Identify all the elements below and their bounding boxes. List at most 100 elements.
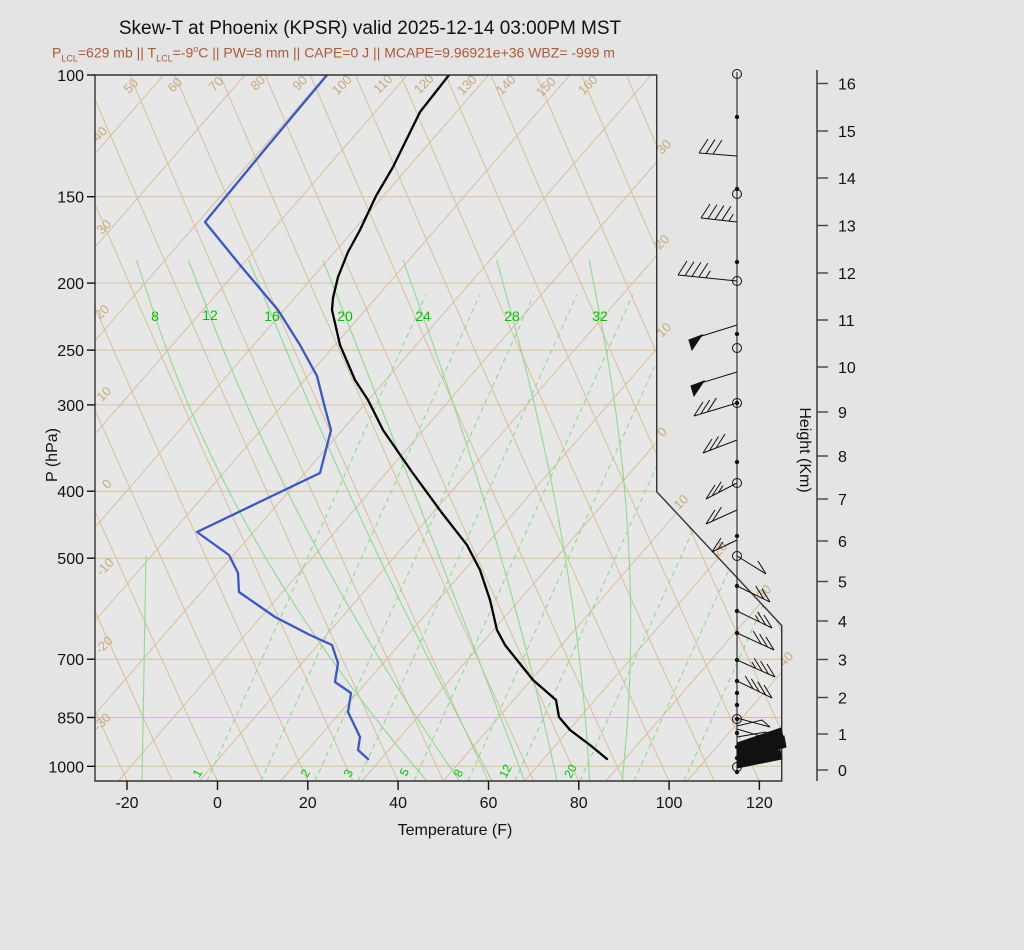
moist-adiabat-line — [588, 259, 632, 781]
dry-adiabat-line — [95, 75, 309, 781]
wind-barb — [736, 585, 771, 603]
temperature-tick-label: 60 — [480, 795, 498, 812]
wind-level-dot — [734, 331, 740, 337]
subtitle-fragment: o — [193, 44, 199, 54]
pressure-tick-label: 400 — [57, 484, 84, 501]
wind-level-dot — [734, 114, 740, 120]
chart-subtitle-parameters: PLCL=629 mb || TLCL=-9oC || PW=8 mm || C… — [52, 44, 812, 63]
mixing-ratio-line — [357, 294, 578, 781]
wind-barb — [705, 481, 738, 500]
wind-flag — [690, 379, 706, 398]
wind-level-dot — [734, 186, 740, 192]
height-tick-label: 8 — [838, 449, 847, 466]
height-tick-label: 3 — [838, 653, 847, 670]
wind-level-dot — [734, 533, 740, 539]
isotherm-line — [95, 75, 652, 781]
height-tick-label: 9 — [838, 405, 847, 422]
plot-area — [95, 75, 782, 781]
moist-adiabat-line — [496, 259, 591, 781]
dry-adiabat-line — [129, 75, 444, 781]
wind-level-dot — [734, 769, 740, 775]
grid-lines — [0, 75, 782, 781]
moist-adiabat-line — [402, 259, 558, 781]
height-tick-label: 16 — [838, 77, 856, 94]
pressure-axis-title: P (hPa) — [44, 428, 61, 482]
mixing-ratio-line — [206, 294, 427, 781]
dry-adiabat-line — [355, 75, 670, 781]
dry-adiabat-line — [0, 75, 82, 781]
isotherm-line — [95, 75, 408, 781]
wind-level-dot — [734, 702, 740, 708]
dry-adiabat-line — [95, 75, 218, 781]
dry-adiabat-line — [490, 75, 782, 781]
mixing-ratio-line — [314, 294, 535, 781]
dry-adiabat-line — [400, 75, 715, 781]
temperature-tick-label: 20 — [299, 795, 317, 812]
pressure-tick-label: 200 — [57, 276, 84, 293]
wind-barb-column — [677, 69, 787, 775]
mixing-ratio-line — [467, 294, 688, 781]
isotherm-line — [0, 75, 1, 781]
pressure-tick-label: 1000 — [48, 759, 84, 776]
height-tick-label: 1 — [838, 727, 847, 744]
subtitle-fragment: P — [52, 44, 62, 61]
isotherm-line — [95, 75, 489, 781]
height-tick-label: 13 — [838, 219, 856, 236]
dry-adiabat-line — [95, 75, 264, 781]
pressure-tick-label: 850 — [57, 711, 84, 728]
dry-adiabat-line — [309, 75, 625, 781]
isotherm-line — [95, 75, 571, 781]
height-tick-label: 11 — [838, 313, 855, 330]
moist-adiabat-label: 28 — [504, 308, 520, 324]
wind-barb — [705, 506, 738, 525]
pressure-tick-label: 100 — [57, 68, 84, 85]
height-tick-label: 5 — [838, 575, 847, 592]
wind-level-dot — [734, 690, 740, 696]
isotherm-line — [95, 75, 327, 781]
wind-barb — [736, 675, 773, 699]
wind-station-circle — [732, 398, 742, 408]
moist-adiabat-line — [248, 259, 493, 781]
wind-barb — [736, 610, 773, 629]
moist-adiabat-label: 16 — [264, 308, 280, 324]
temperature-axis-title: Temperature (F) — [398, 822, 513, 839]
isotherm-line — [605, 75, 782, 781]
temperature-tick-label: 80 — [570, 795, 588, 812]
height-axis-title: Height (Km) — [796, 407, 813, 492]
isotherm-line — [117, 75, 733, 781]
moist-adiabat-line — [141, 554, 147, 781]
isotherm-line — [280, 75, 782, 781]
moist-adiabat-label: 8 — [151, 308, 159, 324]
height-tick-label: 7 — [838, 492, 847, 509]
wind-level-dot — [734, 259, 740, 265]
height-tick-label: 12 — [838, 266, 856, 283]
wind-barb — [702, 433, 738, 454]
mixing-ratio-label: 20 — [561, 762, 580, 781]
subtitle-fragment: C || PW=8 mm || CAPE=0 J || MCAPE=9.9692… — [198, 44, 615, 61]
height-tick-label: 4 — [838, 614, 847, 631]
height-tick-label: 15 — [838, 124, 856, 141]
mixing-ratio-line — [413, 294, 634, 781]
moist-adiabat-line — [135, 259, 428, 781]
pressure-tick-label: 150 — [57, 190, 84, 207]
temperature-tick-label: 40 — [389, 795, 407, 812]
dry-adiabat-line — [445, 75, 760, 781]
height-tick-label: 0 — [838, 763, 847, 780]
temperature-tick-label: 120 — [746, 795, 773, 812]
height-tick-label: 14 — [838, 171, 856, 188]
subtitle-fragment: LCL — [156, 53, 173, 64]
wind-barb — [688, 324, 738, 352]
wind-barb — [736, 658, 776, 678]
subtitle-fragment: =-9 — [172, 44, 194, 61]
dewpoint-curve — [195, 75, 370, 761]
wind-barb — [736, 630, 775, 651]
moist-adiabat-label: 12 — [202, 307, 218, 323]
dry-adiabat-line — [264, 75, 580, 781]
moist-adiabat-label: 24 — [415, 308, 431, 324]
moist-adiabat-label: 32 — [592, 308, 608, 324]
plot-border — [94, 74, 783, 782]
wind-barb-ribbon — [736, 717, 771, 728]
